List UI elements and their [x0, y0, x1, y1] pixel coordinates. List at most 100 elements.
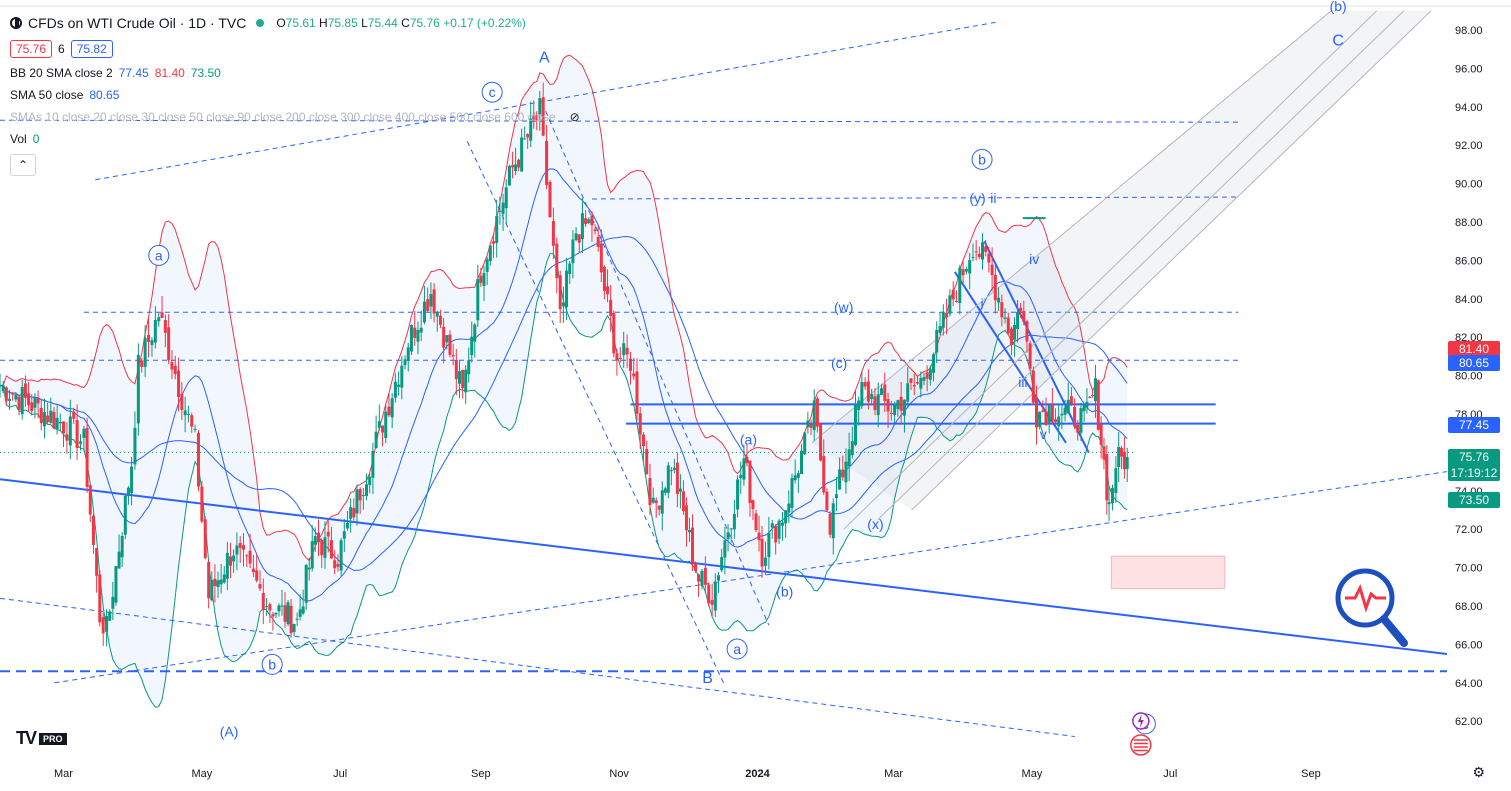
candle-body	[961, 269, 965, 276]
candle-body	[638, 413, 642, 435]
candle-body	[815, 398, 819, 427]
candle-body	[419, 327, 423, 333]
candle-body	[732, 513, 736, 530]
candle-body	[954, 300, 958, 302]
candle-body	[720, 557, 724, 571]
market-status-icon[interactable]	[256, 19, 265, 27]
candle-body	[111, 596, 115, 609]
candle-body	[803, 432, 807, 455]
candle-body	[1105, 454, 1109, 501]
candle-body	[822, 456, 826, 493]
y-tick-label: 90.00	[1455, 179, 1483, 191]
candle-body	[593, 229, 597, 232]
tradingview-logo[interactable]: TV PRO	[16, 728, 67, 749]
candle-body	[784, 510, 788, 524]
candle-body	[445, 335, 449, 343]
gear-icon[interactable]: ⚙	[1472, 764, 1485, 780]
hidden-eye-icon[interactable]: ⊘	[569, 110, 580, 124]
candle-body	[326, 531, 330, 537]
candle-body	[1013, 325, 1017, 340]
candle-body	[147, 335, 151, 342]
wave-label: (A)	[220, 724, 239, 740]
candle-body	[681, 491, 685, 512]
candle-body	[473, 324, 477, 342]
symbol-title[interactable]: CFDs on WTI Crude Oil · 1D · TVC	[28, 15, 247, 31]
candle-body	[580, 213, 584, 240]
candle-body	[684, 505, 688, 531]
candle-body	[1117, 446, 1121, 468]
candle-body	[196, 432, 200, 487]
bb-indicator-legend[interactable]: BB 20 SMA close 2 77.45 81.40 73.50	[10, 66, 221, 80]
candle-body	[498, 210, 502, 212]
candle-body	[82, 428, 86, 438]
candle-body	[568, 263, 572, 274]
candle-body	[136, 354, 140, 424]
candle-body	[33, 397, 37, 408]
candle-body	[751, 500, 755, 510]
candle-body	[767, 533, 771, 557]
candle-body	[14, 394, 18, 400]
candle-body	[72, 411, 76, 419]
candle-body	[828, 513, 832, 535]
y-tick-label: 86.00	[1455, 255, 1483, 267]
candle-body	[397, 384, 401, 387]
sma-indicator-legend[interactable]: SMA 50 close 80.65	[10, 88, 120, 102]
candle-body	[207, 562, 211, 599]
candle-body	[1028, 343, 1032, 369]
candle-body	[91, 515, 95, 545]
candle-body	[349, 507, 353, 519]
candle-body	[571, 239, 575, 264]
candle-body	[717, 575, 721, 581]
y-tick-label: 94.00	[1455, 102, 1483, 114]
candle-body	[1000, 302, 1004, 318]
candle-body	[809, 423, 813, 428]
buy-price-button[interactable]: 75.82	[70, 40, 113, 58]
candle-body	[535, 115, 539, 121]
candle-body	[622, 343, 626, 356]
smas-indicator-legend[interactable]: SMAs 10 close 20 close 30 close 50 close…	[10, 110, 580, 124]
candle-body	[242, 545, 246, 550]
candle-body	[713, 581, 717, 611]
price-badge: 80.65	[1448, 355, 1500, 372]
x-tick-label: May	[1022, 768, 1043, 780]
wave-label: A	[539, 50, 550, 67]
candle-body	[88, 485, 92, 515]
candle-body	[958, 267, 962, 303]
candle-body	[1022, 311, 1026, 322]
candle-body	[669, 470, 673, 472]
candle-body	[255, 570, 259, 581]
wave-label: B	[702, 670, 713, 687]
candle-body	[377, 421, 381, 428]
candle-body	[844, 461, 848, 483]
candle-body	[228, 556, 232, 566]
candle-body	[1, 385, 5, 392]
candle-body	[951, 289, 955, 300]
channel-line	[877, 10, 1405, 520]
candle-body	[333, 560, 337, 569]
candle-body	[8, 398, 12, 401]
candle-body	[739, 474, 743, 478]
price-badge: 73.50	[1448, 492, 1500, 509]
candle-body	[1096, 380, 1100, 430]
candle-body	[298, 609, 302, 617]
candle-body	[173, 365, 177, 375]
candle-body	[723, 540, 727, 558]
price-badge: 81.40	[1448, 340, 1500, 357]
sell-price-button[interactable]: 75.76	[10, 40, 53, 58]
y-tick-label: 68.00	[1455, 601, 1483, 613]
wave-line-a	[466, 141, 724, 684]
candle-body	[476, 279, 480, 321]
x-tick-label: May	[191, 768, 212, 780]
wave-label: a	[733, 641, 741, 657]
candle-body	[79, 441, 83, 444]
y-tick-label: 80.00	[1455, 371, 1483, 383]
collapse-legend-button[interactable]: ⌃	[10, 154, 36, 176]
volume-indicator-legend[interactable]: Vol 0	[10, 132, 40, 146]
candle-body	[889, 412, 893, 414]
chart-legend: CFDs on WTI Crude Oil · 1D · TVC O75.61 …	[10, 12, 580, 176]
price-badge: 75.76 17:19:12	[1448, 449, 1500, 481]
candle-body	[1063, 407, 1067, 415]
candle-body	[987, 253, 991, 263]
